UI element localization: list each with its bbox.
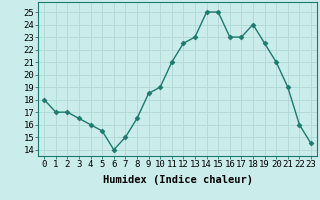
X-axis label: Humidex (Indice chaleur): Humidex (Indice chaleur) xyxy=(103,175,252,185)
